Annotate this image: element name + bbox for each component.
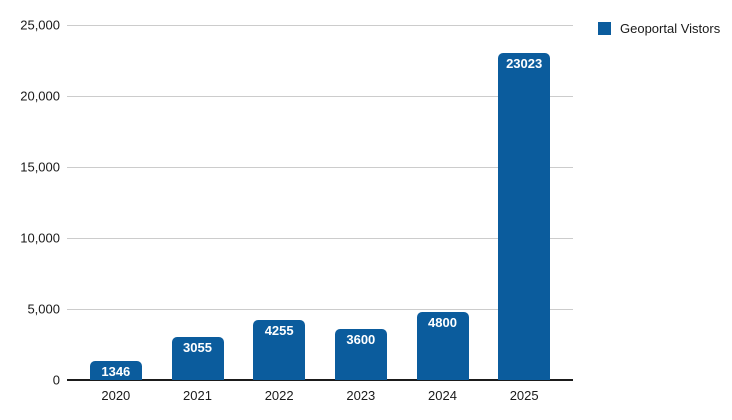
- bar-2021[interactable]: [171, 336, 224, 380]
- bar-value-label: 3600: [346, 331, 376, 347]
- bar-2022[interactable]: [253, 319, 306, 380]
- x-axis-tick-label: 2020: [101, 388, 131, 403]
- y-axis-tick-label: 15,000: [20, 159, 60, 175]
- bar-value-label: 4800: [428, 314, 457, 330]
- bar-value-label: 1346: [101, 363, 131, 379]
- bar-2023[interactable]: [334, 328, 387, 380]
- legend[interactable]: Geoportal Vistors: [598, 21, 720, 36]
- y-axis-tick-label: 0: [52, 372, 60, 388]
- gridline: [67, 25, 573, 26]
- x-axis-tick-label: 2023: [346, 388, 376, 403]
- y-axis-tick-label: 5,000: [27, 301, 60, 317]
- bar-2020[interactable]: [89, 360, 142, 380]
- legend-swatch-icon: [598, 22, 611, 35]
- bar-2025[interactable]: [498, 53, 551, 380]
- y-axis-tick-label: 10,000: [20, 230, 60, 246]
- y-axis-tick-label: 20,000: [20, 88, 60, 104]
- bar-value-label: 4255: [264, 322, 294, 338]
- legend-label: Geoportal Vistors: [620, 21, 721, 36]
- bar-value-label: 3055: [183, 339, 212, 355]
- y-axis-tick-label: 25,000: [20, 17, 60, 33]
- gridline: [67, 96, 573, 97]
- bar-value-label: 23023: [506, 56, 543, 72]
- bar-2024[interactable]: [416, 311, 469, 380]
- gridline: [67, 309, 573, 310]
- gridline: [67, 167, 573, 168]
- x-axis-tick-label: 2024: [428, 388, 457, 403]
- x-axis-line: [67, 379, 573, 381]
- x-axis-tick-label: 2021: [183, 388, 212, 403]
- x-axis-tick-label: 2022: [264, 388, 294, 403]
- gridline: [67, 238, 573, 239]
- x-axis-tick-label: 2025: [509, 388, 539, 403]
